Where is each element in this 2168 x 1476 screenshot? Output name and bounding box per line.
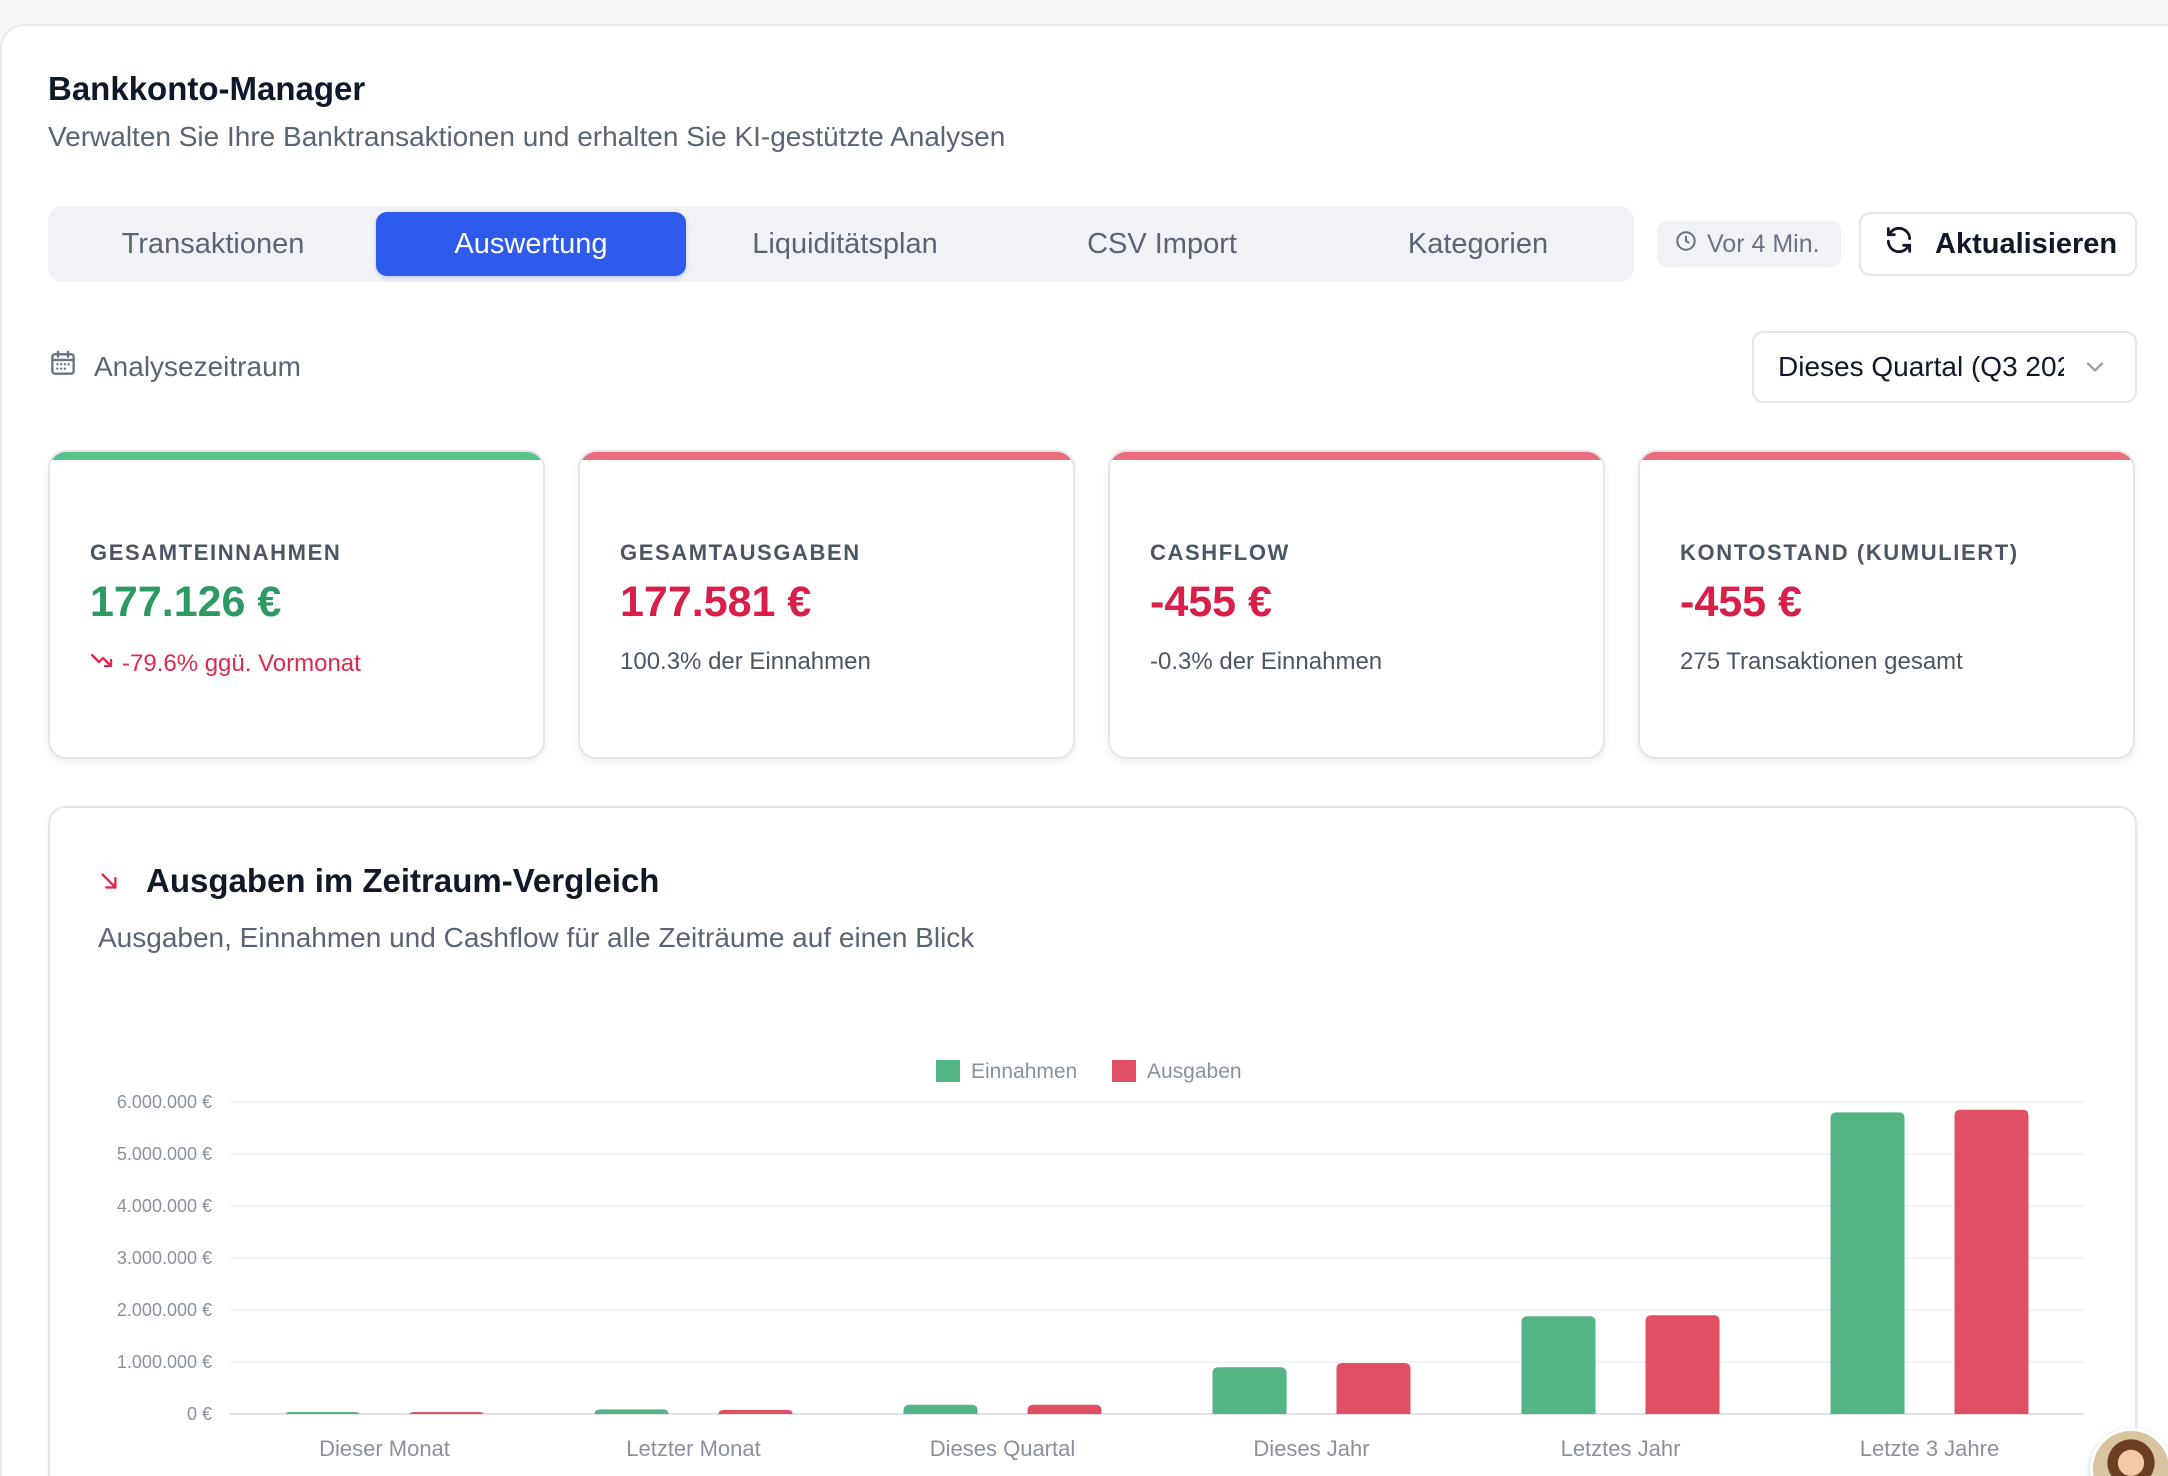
refresh-button[interactable]: Aktualisieren [1859, 212, 2137, 276]
arrow-down-right-icon [98, 862, 120, 900]
analysis-period-label: Analysezeitraum [48, 348, 301, 385]
chart-subtitle: Ausgaben, Einnahmen und Cashflow für all… [98, 922, 975, 953]
card-note: -79.6% ggü. Vormonat [90, 648, 361, 679]
card-note-text: -79.6% ggü. Vormonat [122, 649, 361, 677]
card-value: -455 € [1680, 578, 1802, 626]
bar-ausgaben [1645, 1315, 1720, 1414]
x-tick-label: Dieser Monat [319, 1436, 450, 1461]
bar-einnahmen [1521, 1316, 1596, 1414]
y-tick-label: 4.000.000 € [117, 1196, 212, 1216]
card-label: CASHFLOW [1150, 540, 1290, 565]
y-tick-label: 5.000.000 € [117, 1144, 212, 1164]
tab-bar: Transaktionen Auswertung Liquiditätsplan… [48, 206, 1634, 282]
card-note: 100.3% der Einnahmen [620, 648, 871, 676]
y-tick-label: 2.000.000 € [117, 1300, 212, 1320]
bar-einnahmen [285, 1412, 360, 1414]
x-tick-label: Letzter Monat [626, 1436, 761, 1461]
tab-csv-import[interactable]: CSV Import [1087, 227, 1237, 260]
legend-label: Einnahmen [971, 1060, 1077, 1083]
card-note-text: 275 Transaktionen gesamt [1680, 648, 1963, 675]
trending-down-icon [90, 648, 114, 679]
x-tick-label: Dieses Jahr [1253, 1436, 1369, 1461]
period-select[interactable]: Dieses Quartal (Q3 2025) [1752, 331, 2137, 403]
kpi-card-income: GESAMTEINNAHMEN 177.126 € -79.6% ggü. Vo… [48, 450, 545, 759]
x-tick-label: Dieses Quartal [930, 1436, 1076, 1461]
card-note: 275 Transaktionen gesamt [1680, 648, 1963, 676]
tab-kategorien[interactable]: Kategorien [1407, 227, 1549, 260]
refresh-label: Aktualisieren [1935, 227, 2118, 260]
bar-ausgaben [1336, 1363, 1411, 1414]
chevron-down-icon [2081, 353, 2109, 388]
card-note-text: -0.3% der Einnahmen [1150, 648, 1383, 675]
legend-swatch [936, 1060, 960, 1082]
card-accent-bar [1640, 452, 2133, 460]
period-comparison-chart: 6.000.000 € 5.000.000 € 4.000.000 € 3.000.0… [117, 1060, 2084, 1461]
bar-ausgaben [1954, 1109, 2029, 1414]
card-note-text: 100.3% der Einnahmen [620, 648, 871, 675]
analysis-period-text: Analysezeitraum [94, 350, 301, 382]
chart-title: Ausgaben im Zeitraum-Vergleich [98, 862, 659, 900]
card-accent-bar [1110, 452, 1603, 460]
bar-ausgaben [718, 1409, 793, 1414]
kpi-card-balance: KONTOSTAND (KUMULIERT) -455 € 275 Transa… [1638, 450, 2135, 759]
card-label: GESAMTEINNAHMEN [90, 540, 342, 565]
bar-ausgaben [1027, 1404, 1102, 1414]
kpi-card-cashflow: CASHFLOW -455 € -0.3% der Einnahmen [1108, 450, 1605, 759]
clock-icon [1675, 230, 1697, 259]
card-value: -455 € [1150, 578, 1272, 626]
last-updated-badge: Vor 4 Min. [1657, 221, 1841, 267]
refresh-icon [1883, 224, 1915, 264]
y-tick-label: 0 € [187, 1404, 212, 1424]
card-value: 177.581 € [620, 578, 812, 626]
bar-ausgaben [409, 1412, 484, 1414]
card-note: -0.3% der Einnahmen [1150, 648, 1382, 676]
card-value: 177.126 € [90, 578, 282, 626]
last-updated-text: Vor 4 Min. [1707, 229, 1820, 258]
legend-label: Ausgaben [1147, 1060, 1242, 1083]
tab-liquiditaetsplan[interactable]: Liquiditätsplan [752, 227, 938, 260]
app-title: Bankkonto-Manager [48, 70, 366, 107]
calendar-icon [48, 348, 78, 385]
x-tick-label: Letztes Jahr [1561, 1436, 1681, 1461]
x-tick-label: Letzte 3 Jahre [1860, 1436, 1999, 1461]
tab-auswertung[interactable]: Auswertung [376, 212, 686, 276]
card-label: KONTOSTAND (KUMULIERT) [1680, 540, 2019, 565]
chart-card [48, 806, 2137, 1476]
tab-transaktionen[interactable]: Transaktionen [121, 227, 305, 260]
y-tick-label: 3.000.000 € [117, 1248, 212, 1268]
bar-einnahmen [903, 1404, 978, 1414]
legend-swatch [1112, 1060, 1136, 1082]
bar-einnahmen [1830, 1112, 1905, 1414]
app-subtitle: Verwalten Sie Ihre Banktransaktionen und… [48, 121, 1006, 152]
card-label: GESAMTAUSGABEN [620, 540, 861, 565]
bar-einnahmen [1212, 1367, 1287, 1414]
chart-title-text: Ausgaben im Zeitraum-Vergleich [146, 862, 660, 899]
card-accent-bar [50, 452, 543, 460]
y-tick-label: 1.000.000 € [117, 1352, 212, 1372]
card-accent-bar [580, 452, 1073, 460]
y-tick-label: 6.000.000 € [117, 1092, 212, 1112]
period-select-value: Dieses Quartal (Q3 2025) [1778, 351, 2064, 382]
bar-einnahmen [594, 1409, 669, 1414]
kpi-card-expenses: GESAMTAUSGABEN 177.581 € 100.3% der Einn… [578, 450, 1075, 759]
